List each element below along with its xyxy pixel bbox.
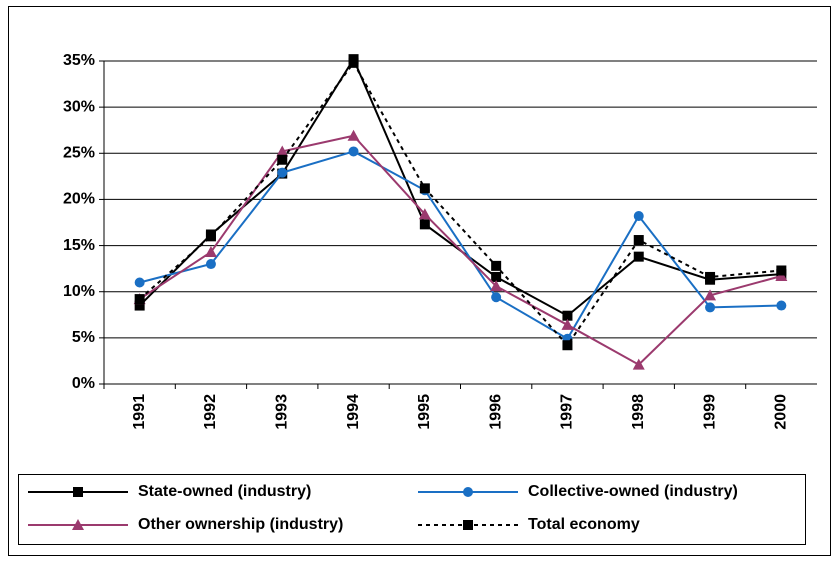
legend-label: State-owned (industry) — [138, 483, 311, 500]
data-point — [632, 358, 645, 370]
x-tick-label: 1997 — [559, 394, 576, 430]
data-point — [775, 270, 788, 282]
x-tick-label: 1998 — [630, 394, 647, 430]
legend-label: Total economy — [528, 516, 640, 533]
data-point — [776, 265, 787, 276]
y-tick-label: 5% — [72, 329, 95, 346]
y-tick-label: 30% — [63, 98, 95, 115]
data-point — [491, 271, 502, 282]
legend-marker — [463, 487, 473, 497]
legend-marker — [463, 520, 473, 530]
x-tick-label: 1999 — [701, 394, 718, 430]
data-point — [491, 292, 502, 303]
x-tick-label: 2000 — [773, 394, 790, 430]
x-tick-label: 1994 — [345, 394, 362, 430]
y-tick-label: 35% — [63, 52, 95, 69]
series-line — [139, 150, 782, 341]
data-point — [419, 219, 430, 230]
legend-label: Other ownership (industry) — [138, 516, 343, 533]
legend-label: Collective-owned (industry) — [528, 483, 738, 500]
data-point — [633, 235, 644, 246]
data-point — [205, 231, 216, 242]
y-tick-label: 10% — [63, 283, 95, 300]
legend-box — [18, 474, 806, 545]
data-point — [418, 208, 431, 220]
y-tick-label: 0% — [72, 375, 95, 392]
x-tick-label: 1993 — [273, 394, 290, 430]
data-point — [561, 318, 574, 330]
x-tick-label: 1995 — [416, 394, 433, 430]
data-point — [562, 340, 573, 351]
data-point — [776, 300, 787, 311]
data-point — [419, 183, 430, 194]
data-point — [347, 129, 360, 141]
data-point — [633, 251, 644, 262]
data-point — [491, 260, 502, 271]
y-tick-label: 20% — [63, 191, 95, 208]
series-line — [138, 61, 782, 347]
y-tick-label: 25% — [63, 145, 95, 162]
data-point — [348, 57, 359, 68]
data-point — [204, 246, 217, 258]
x-tick-label: 1991 — [131, 394, 148, 430]
legend-marker — [73, 487, 83, 497]
data-point — [705, 302, 716, 313]
data-point — [134, 294, 145, 305]
data-point — [134, 277, 145, 288]
y-tick-label: 15% — [63, 237, 95, 254]
data-point — [277, 154, 288, 165]
data-point — [705, 271, 716, 282]
data-point — [277, 167, 288, 178]
x-tick-label: 1992 — [202, 394, 219, 430]
series-line — [139, 134, 782, 366]
x-tick-label: 1996 — [487, 394, 504, 430]
data-point — [562, 310, 573, 321]
data-point — [205, 259, 216, 270]
data-point — [490, 280, 503, 292]
data-point — [134, 300, 145, 311]
data-point — [276, 145, 289, 157]
legend-marker — [72, 519, 84, 530]
data-point — [348, 146, 359, 157]
data-point — [633, 211, 644, 222]
data-point — [704, 289, 717, 301]
